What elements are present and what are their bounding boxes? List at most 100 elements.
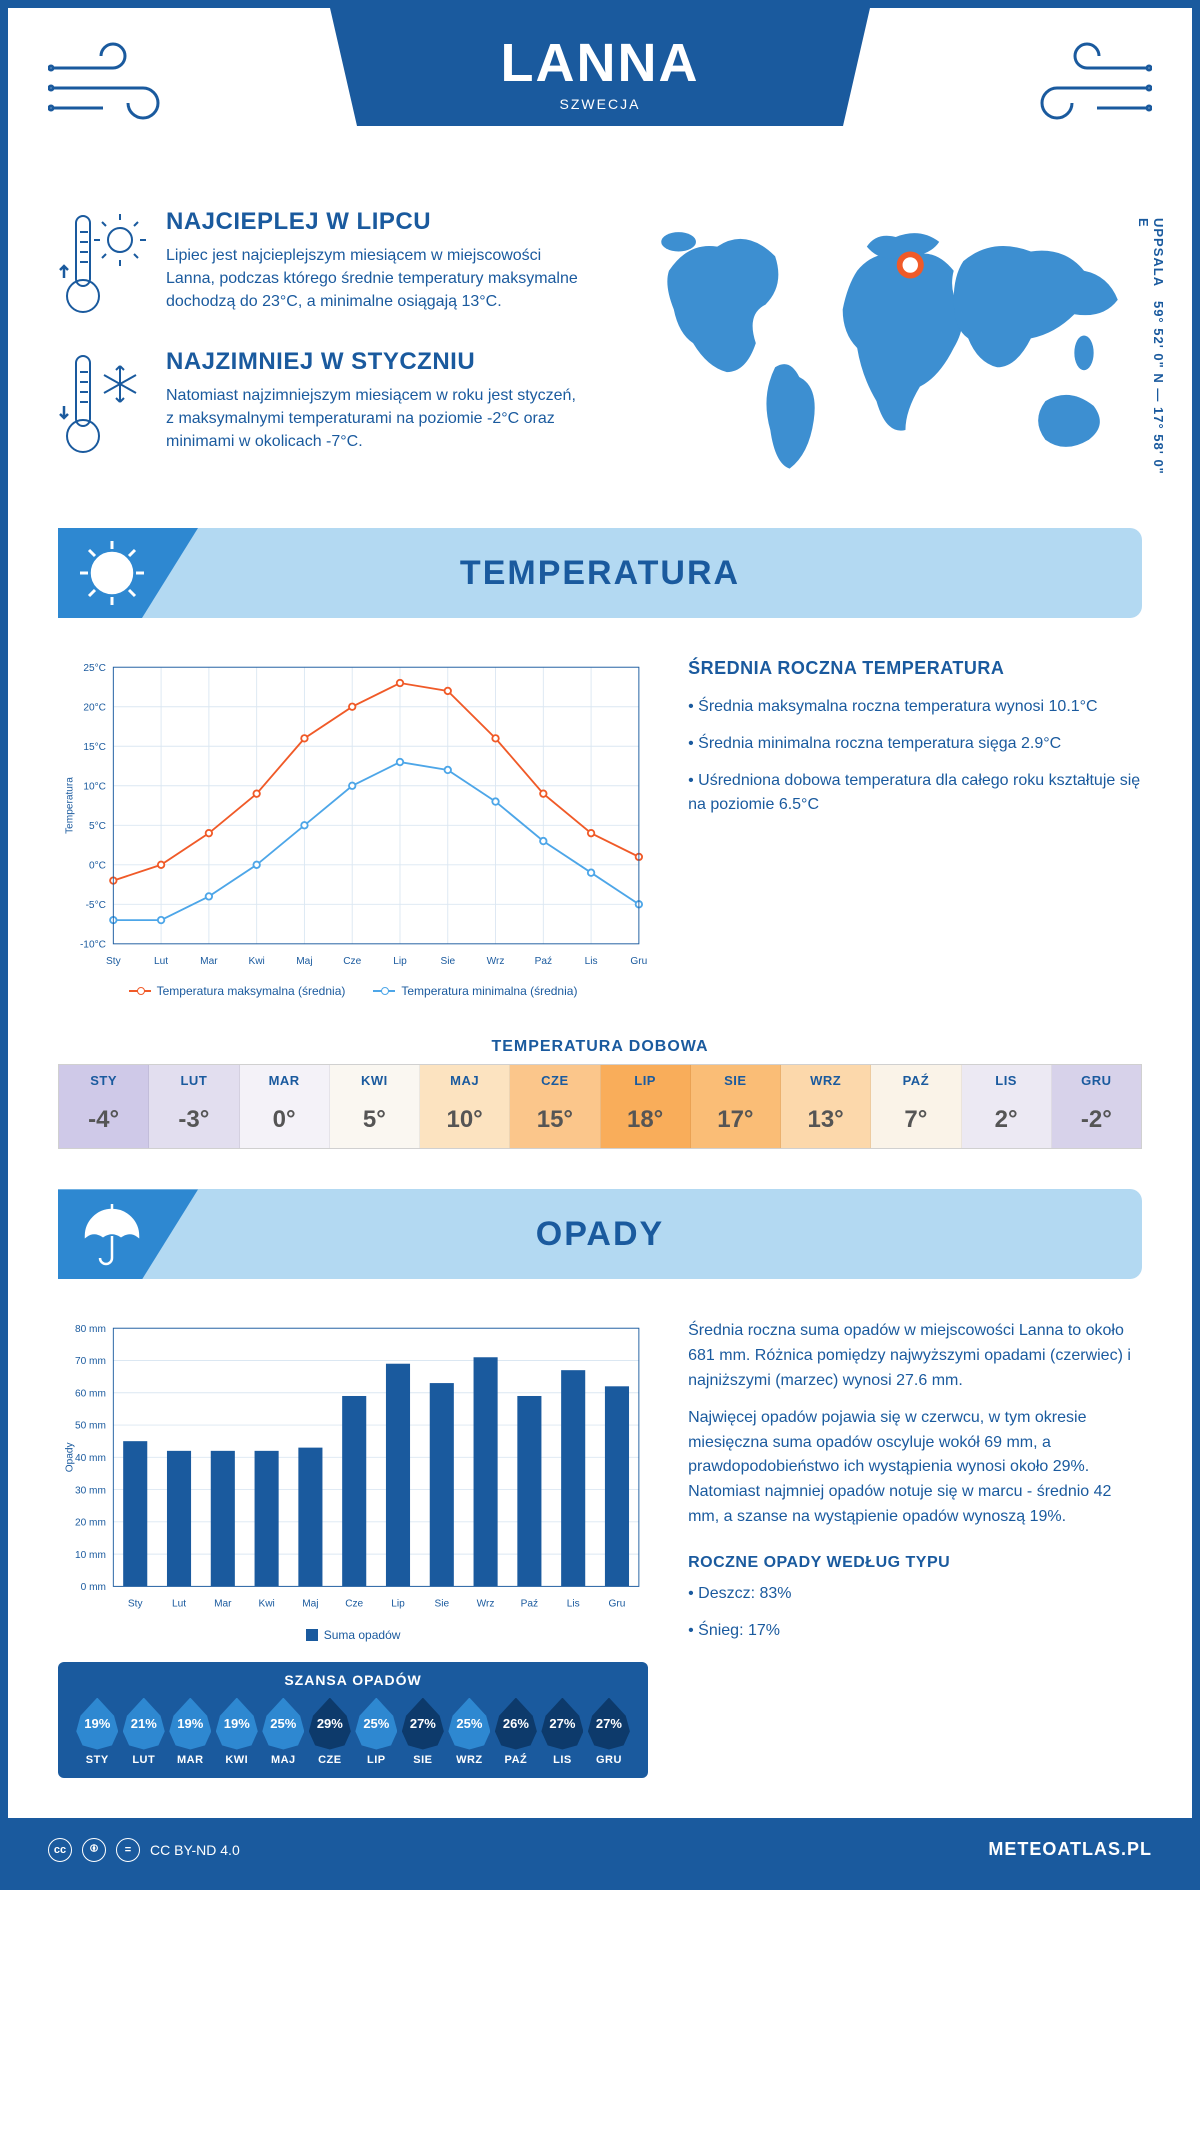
svg-text:Kwi: Kwi: [258, 1599, 274, 1610]
svg-text:0 mm: 0 mm: [81, 1583, 106, 1594]
city-name: LANNA: [350, 32, 850, 94]
temp-cell: KWI5°: [330, 1065, 420, 1148]
coldest-title: NAJZIMNIEJ W STYCZNIU: [166, 348, 586, 376]
svg-text:Kwi: Kwi: [248, 956, 264, 967]
temp-cell: STY-4°: [59, 1065, 149, 1148]
cc-icon: cc: [48, 1838, 72, 1862]
precip-types-title: ROCZNE OPADY WEDŁUG TYPU: [688, 1554, 1142, 1572]
umbrella-icon: [76, 1198, 148, 1270]
temp-cell: GRU-2°: [1052, 1065, 1141, 1148]
svg-text:0°C: 0°C: [89, 860, 106, 871]
chance-item: 19%MAR: [167, 1698, 214, 1766]
precip-rain: Deszcz: 83%: [688, 1582, 1142, 1607]
svg-text:60 mm: 60 mm: [75, 1389, 106, 1400]
chance-item: 27%SIE: [400, 1698, 447, 1766]
temp-summary-item: Średnia maksymalna roczna temperatura wy…: [688, 695, 1142, 720]
svg-text:Mar: Mar: [200, 956, 218, 967]
thermometer-sun-icon: [58, 208, 148, 318]
svg-text:Maj: Maj: [296, 956, 312, 967]
temp-cell: LIP18°: [601, 1065, 691, 1148]
world-map: [640, 208, 1142, 488]
svg-text:Temperatura: Temperatura: [65, 777, 76, 834]
wind-icon: [48, 38, 198, 128]
svg-text:Lis: Lis: [585, 956, 598, 967]
nd-icon: =: [116, 1838, 140, 1862]
svg-text:Sty: Sty: [106, 956, 122, 967]
temp-summary-item: Uśredniona dobowa temperatura dla całego…: [688, 769, 1142, 819]
precip-chance-box: SZANSA OPADÓW 19%STY21%LUT19%MAR19%KWI25…: [58, 1662, 648, 1778]
temp-cell: MAJ10°: [420, 1065, 510, 1148]
chance-item: 21%LUT: [121, 1698, 168, 1766]
chance-item: 25%WRZ: [446, 1698, 493, 1766]
svg-text:10 mm: 10 mm: [75, 1550, 106, 1561]
by-icon: 🅯: [82, 1838, 106, 1862]
wind-icon: [1002, 38, 1152, 128]
temp-cell: CZE15°: [510, 1065, 600, 1148]
temp-cell: LUT-3°: [149, 1065, 239, 1148]
svg-text:70 mm: 70 mm: [75, 1357, 106, 1368]
svg-text:Maj: Maj: [302, 1599, 318, 1610]
svg-text:-10°C: -10°C: [80, 940, 106, 951]
chance-item: 26%PAŹ: [493, 1698, 540, 1766]
chance-item: 27%LIS: [539, 1698, 586, 1766]
coordinates: UPPSALA 59° 52' 0" N — 17° 58' 0" E: [1136, 218, 1166, 488]
svg-text:Wrz: Wrz: [487, 956, 505, 967]
precip-summary-1: Średnia roczna suma opadów w miejscowośc…: [688, 1319, 1142, 1393]
precip-summary-2: Najwięcej opadów pojawia się w czerwcu, …: [688, 1406, 1142, 1530]
sun-icon: [76, 537, 148, 609]
temp-summary-item: Średnia minimalna roczna temperatura się…: [688, 732, 1142, 757]
location-marker: [900, 254, 921, 275]
thermometer-snow-icon: [58, 348, 148, 458]
svg-text:Cze: Cze: [345, 1599, 363, 1610]
chance-item: 19%STY: [74, 1698, 121, 1766]
chance-item: 25%MAJ: [260, 1698, 307, 1766]
precip-snow: Śnieg: 17%: [688, 1619, 1142, 1644]
svg-text:Lip: Lip: [391, 1599, 405, 1610]
warmest-text: Lipiec jest najcieplejszym miesiącem w m…: [166, 244, 586, 314]
daily-temp-title: TEMPERATURA DOBOWA: [58, 1038, 1142, 1056]
coldest-text: Natomiast najzimniejszym miesiącem w rok…: [166, 384, 586, 454]
temp-chart-legend: Temperatura maksymalna (średnia) Tempera…: [58, 984, 648, 998]
temp-cell: PAŹ7°: [871, 1065, 961, 1148]
svg-text:30 mm: 30 mm: [75, 1486, 106, 1497]
svg-text:25°C: 25°C: [83, 663, 106, 674]
temp-cell: LIS2°: [962, 1065, 1052, 1148]
svg-text:-5°C: -5°C: [86, 900, 106, 911]
svg-text:40 mm: 40 mm: [75, 1453, 106, 1464]
chance-item: 29%CZE: [307, 1698, 354, 1766]
temp-summary-list: Średnia maksymalna roczna temperatura wy…: [688, 695, 1142, 818]
svg-text:Sie: Sie: [440, 956, 455, 967]
svg-text:Gru: Gru: [630, 956, 647, 967]
svg-text:Paź: Paź: [535, 956, 552, 967]
svg-text:Gru: Gru: [609, 1599, 626, 1610]
svg-text:Paź: Paź: [521, 1599, 538, 1610]
temp-summary-title: ŚREDNIA ROCZNA TEMPERATURA: [688, 658, 1142, 679]
svg-text:Lut: Lut: [172, 1599, 186, 1610]
temp-cell: MAR0°: [240, 1065, 330, 1148]
svg-text:Sty: Sty: [128, 1599, 144, 1610]
country-name: SZWECJA: [350, 96, 850, 112]
svg-text:Cze: Cze: [343, 956, 361, 967]
svg-text:80 mm: 80 mm: [75, 1324, 106, 1335]
footer: cc 🅯 = CC BY-ND 4.0 METEOATLAS.PL: [8, 1818, 1192, 1882]
temp-cell: SIE17°: [691, 1065, 781, 1148]
warmest-block: NAJCIEPLEJ W LIPCU Lipiec jest najcieple…: [58, 208, 610, 318]
svg-text:5°C: 5°C: [89, 821, 106, 832]
chance-item: 25%LIP: [353, 1698, 400, 1766]
coldest-block: NAJZIMNIEJ W STYCZNIU Natomiast najzimni…: [58, 348, 610, 458]
license-text: CC BY-ND 4.0: [150, 1842, 240, 1858]
chance-item: 27%GRU: [586, 1698, 633, 1766]
svg-text:15°C: 15°C: [83, 742, 106, 753]
svg-text:Wrz: Wrz: [477, 1599, 495, 1610]
svg-text:Mar: Mar: [214, 1599, 232, 1610]
title-banner: LANNA SZWECJA: [330, 8, 870, 126]
svg-text:Lut: Lut: [154, 956, 168, 967]
warmest-title: NAJCIEPLEJ W LIPCU: [166, 208, 586, 236]
site-name: METEOATLAS.PL: [988, 1839, 1152, 1860]
svg-text:20°C: 20°C: [83, 702, 106, 713]
svg-text:Lis: Lis: [567, 1599, 580, 1610]
temp-cell: WRZ13°: [781, 1065, 871, 1148]
svg-text:Lip: Lip: [393, 956, 407, 967]
svg-text:Opady: Opady: [65, 1442, 76, 1473]
precip-chart-legend: Suma opadów: [58, 1628, 648, 1642]
